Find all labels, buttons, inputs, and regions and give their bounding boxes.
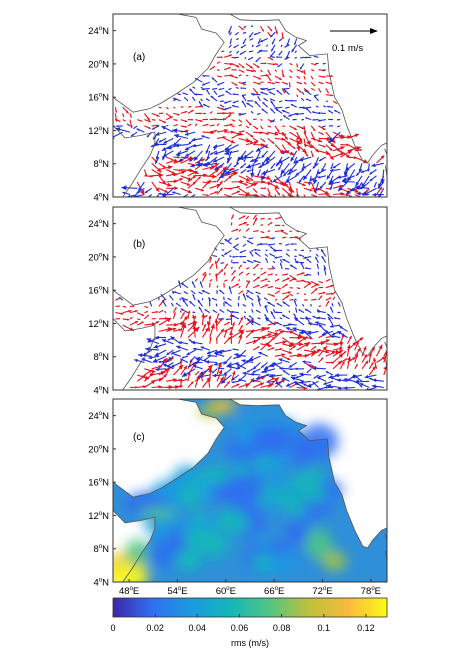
colorbar-gradient <box>113 598 387 617</box>
y-tick-label: 16oN <box>88 478 109 489</box>
panel-c: (c) 4oN 8oN 12oN 16oN 20oN 24oN 48oE 54oE 60oE 6… <box>88 398 387 597</box>
scale-arrow-label: 0.1 m/s <box>332 43 363 54</box>
y-axis-b: 4oN 8oN 12oN 16oN 20oN 24oN <box>88 219 116 396</box>
y-tick-label: 8oN <box>93 159 109 170</box>
y-tick-label: 12oN <box>88 126 109 137</box>
y-tick-label: 12oN <box>88 511 109 522</box>
colorbar-tick-label: 0.1 <box>318 623 331 633</box>
colorbar-tick-label: 0.04 <box>189 623 207 633</box>
y-tick-label: 20oN <box>88 444 109 455</box>
panel-b-label: (b) <box>133 239 145 250</box>
colorbar-tick-label: 0.02 <box>146 623 164 633</box>
panel-c-label: (c) <box>133 432 145 443</box>
y-tick-label: 4oN <box>93 386 109 397</box>
y-tick-label: 24oN <box>88 411 109 422</box>
y-tick-label: 12oN <box>88 319 109 330</box>
current-arrowhead <box>184 198 189 202</box>
current-arrowhead <box>276 200 279 203</box>
current-arrowhead <box>390 360 395 364</box>
y-tick-label: 8oN <box>93 352 109 363</box>
x-tick-label: 66oE <box>264 586 284 597</box>
x-tick-label: 54oE <box>167 586 187 597</box>
colorbar-tick-label: 0.08 <box>273 623 291 633</box>
current-arrowhead <box>299 199 302 202</box>
panel-a: (a) 0.1 m/s 4oN 8oN 12oN 16oN 20oN 24oN <box>88 14 387 209</box>
y-tick-label: 4oN <box>93 193 109 204</box>
y-tick-label: 20oN <box>88 59 109 70</box>
x-tick-label: 72oE <box>312 586 332 597</box>
current-arrowhead <box>143 198 147 201</box>
y-tick-label: 8oN <box>93 544 109 555</box>
y-tick-label: 24oN <box>88 219 109 230</box>
colorbar-tick-label: 0 <box>110 623 115 633</box>
x-tick-label: 78oE <box>361 586 381 597</box>
y-tick-label: 16oN <box>88 286 109 297</box>
current-arrowhead <box>152 200 156 204</box>
y-tick-label: 24oN <box>88 26 109 37</box>
y-tick-label: 20oN <box>88 252 109 263</box>
colorbar: 0 0.02 0.04 0.06 0.08 0.1 0.12 rms (m/s) <box>110 598 387 648</box>
x-tick-label: 48oE <box>119 586 139 597</box>
panel-a-label: (a) <box>133 52 145 63</box>
panel-b: (b) 4oN 8oN 12oN 16oN 20oN 24oN <box>88 207 394 397</box>
y-axis-a: 4oN 8oN 12oN 16oN 20oN 24oN <box>88 26 116 203</box>
colorbar-tick-label: 0.12 <box>357 623 375 633</box>
x-tick-label: 60oE <box>216 586 236 597</box>
y-tick-label: 16oN <box>88 93 109 104</box>
colorbar-tick-label: 0.06 <box>231 623 249 633</box>
y-tick-label: 4oN <box>93 578 109 589</box>
colorbar-label: rms (m/s) <box>231 638 269 648</box>
y-axis-c: 4oN 8oN 12oN 16oN 20oN 24oN <box>88 411 116 588</box>
